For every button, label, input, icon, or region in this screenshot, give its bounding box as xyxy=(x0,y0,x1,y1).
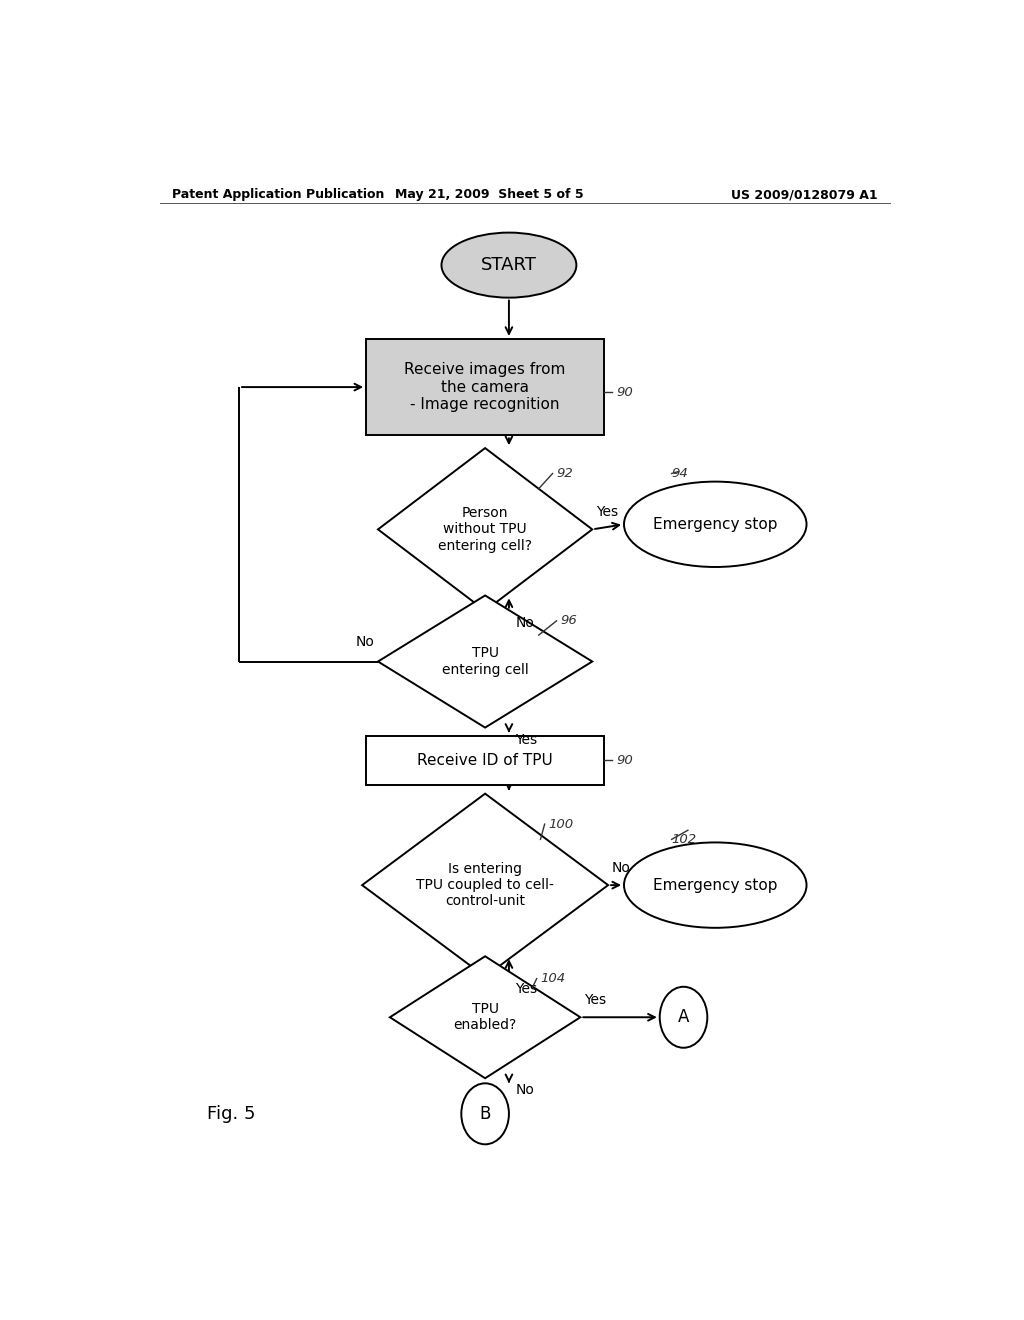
Text: No: No xyxy=(515,1084,535,1097)
Text: Fig. 5: Fig. 5 xyxy=(207,1105,256,1123)
Text: Is entering
TPU coupled to cell-
control-unit: Is entering TPU coupled to cell- control… xyxy=(416,862,554,908)
Text: TPU
entering cell: TPU entering cell xyxy=(441,647,528,677)
Text: Yes: Yes xyxy=(596,506,618,519)
Polygon shape xyxy=(362,793,608,977)
Text: Emergency stop: Emergency stop xyxy=(653,878,777,892)
Text: 94: 94 xyxy=(672,467,688,480)
Text: B: B xyxy=(479,1105,490,1123)
Text: A: A xyxy=(678,1008,689,1026)
Polygon shape xyxy=(390,956,581,1078)
Text: 100: 100 xyxy=(549,817,573,830)
Text: Person
without TPU
entering cell?: Person without TPU entering cell? xyxy=(438,506,532,553)
Text: Receive ID of TPU: Receive ID of TPU xyxy=(417,752,553,768)
Ellipse shape xyxy=(441,232,577,297)
Text: 92: 92 xyxy=(557,467,573,480)
Polygon shape xyxy=(378,595,592,727)
Text: Yes: Yes xyxy=(515,982,538,995)
Bar xyxy=(367,735,604,784)
Text: 102: 102 xyxy=(672,833,696,846)
Bar xyxy=(367,339,604,436)
Text: Patent Application Publication: Patent Application Publication xyxy=(172,189,384,202)
Text: May 21, 2009  Sheet 5 of 5: May 21, 2009 Sheet 5 of 5 xyxy=(395,189,584,202)
Text: No: No xyxy=(515,615,535,630)
Circle shape xyxy=(659,987,708,1048)
Text: No: No xyxy=(612,861,631,875)
Text: TPU
enabled?: TPU enabled? xyxy=(454,1002,517,1032)
Text: Emergency stop: Emergency stop xyxy=(653,517,777,532)
Text: START: START xyxy=(481,256,537,275)
Circle shape xyxy=(461,1084,509,1144)
Text: US 2009/0128079 A1: US 2009/0128079 A1 xyxy=(731,189,878,202)
Text: Yes: Yes xyxy=(515,733,538,747)
Text: Yes: Yes xyxy=(585,993,606,1007)
Text: Receive images from
the camera
- Image recognition: Receive images from the camera - Image r… xyxy=(404,362,566,412)
Text: 104: 104 xyxy=(541,972,566,985)
Ellipse shape xyxy=(624,842,807,928)
Text: No: No xyxy=(355,635,374,649)
Polygon shape xyxy=(378,447,592,611)
Text: 90: 90 xyxy=(616,385,633,399)
Ellipse shape xyxy=(624,482,807,568)
Text: 96: 96 xyxy=(560,614,578,627)
Text: 90: 90 xyxy=(616,754,633,767)
